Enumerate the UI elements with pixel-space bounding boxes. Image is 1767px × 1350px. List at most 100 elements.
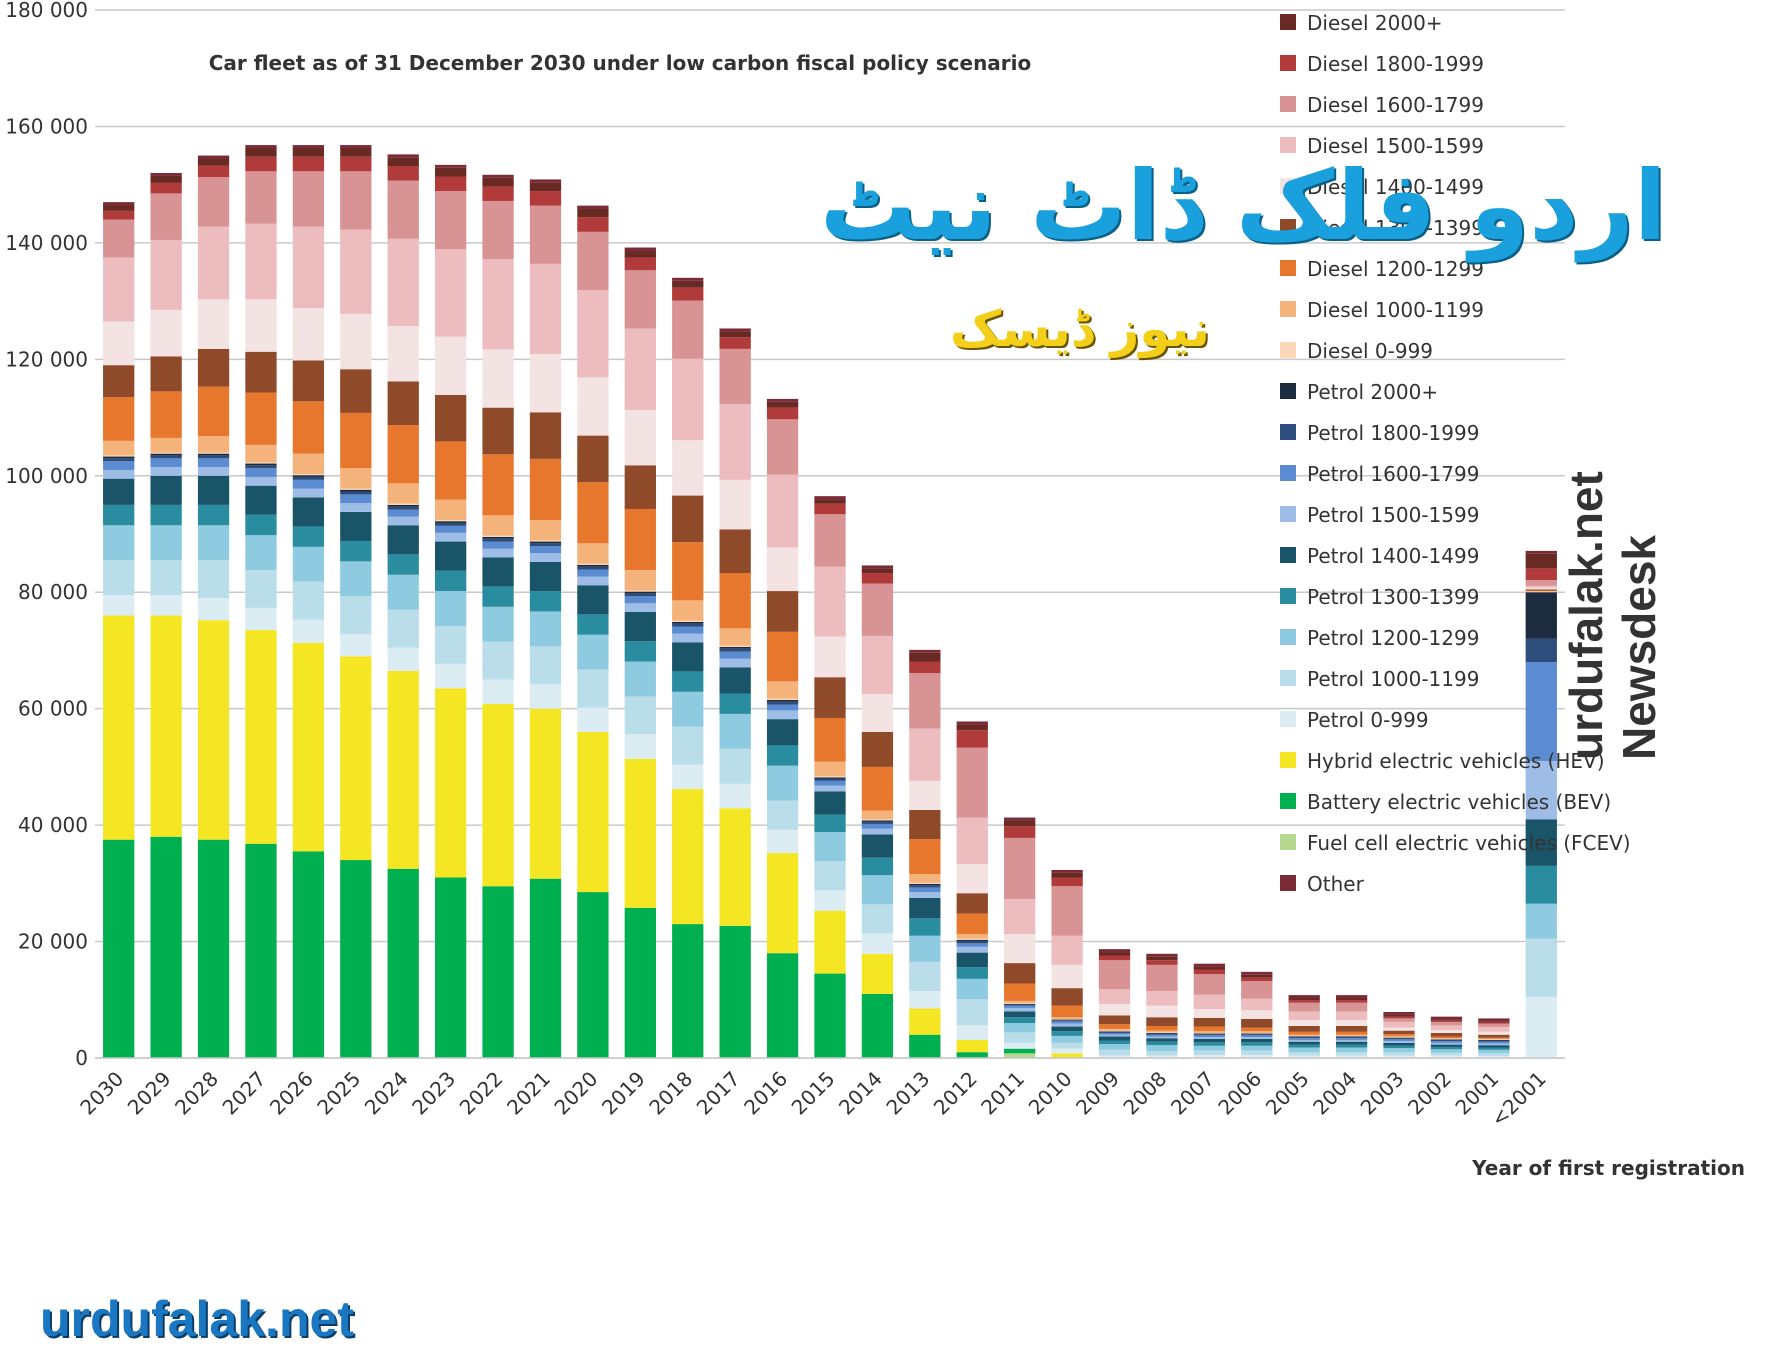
bar-segment <box>766 710 799 720</box>
bar-segment <box>1098 1044 1131 1050</box>
legend-swatch <box>1280 670 1296 686</box>
bar-segment <box>861 823 894 829</box>
bar-segment <box>766 398 799 402</box>
bar-segment <box>434 520 467 522</box>
legend-label: Petrol 1200-1299 <box>1307 626 1479 650</box>
vertical-watermark-site: urdufalak.net <box>1560 471 1612 760</box>
bar-segment <box>197 453 230 456</box>
bar-segment <box>672 358 704 441</box>
bar-segment <box>150 175 182 183</box>
bar-segment <box>909 897 941 919</box>
bar-segment <box>861 820 894 822</box>
legend-label: Petrol 2000+ <box>1307 380 1438 404</box>
bar-segment <box>292 619 325 643</box>
bar-stack <box>1525 550 1557 1058</box>
bar-stack <box>1478 1018 1510 1058</box>
bar-segment <box>1051 1021 1083 1024</box>
bar-segment <box>1098 949 1131 953</box>
legend-item: Diesel 1600-1799 <box>1280 93 1484 117</box>
bar-segment <box>150 239 182 310</box>
bar-segment <box>292 546 325 582</box>
bar-segment <box>1004 933 1036 964</box>
bar-segment <box>814 777 846 779</box>
bar-segment <box>1383 1034 1415 1036</box>
bar-segment <box>1051 877 1083 887</box>
bar-segment <box>1478 1053 1510 1057</box>
legend-item: Diesel 2000+ <box>1280 11 1443 35</box>
legend-item: Petrol 1600-1799 <box>1280 462 1479 486</box>
bar-segment <box>577 217 609 232</box>
bar-segment <box>482 177 514 187</box>
bar-segment <box>529 646 562 685</box>
bar-segment <box>529 591 562 612</box>
bar-segment <box>482 454 514 516</box>
bar-segment <box>956 999 988 1026</box>
bar-segment <box>103 595 135 616</box>
bar-segment <box>292 476 325 480</box>
bar-segment <box>387 574 419 610</box>
bar-segment <box>814 717 846 762</box>
bar-segment <box>861 904 894 934</box>
legend-item: Diesel 1000-1199 <box>1280 298 1484 322</box>
bar-segment <box>577 205 609 209</box>
bar-segment <box>1525 550 1557 554</box>
bar-segment <box>1383 1045 1415 1049</box>
bar-segment <box>529 553 562 562</box>
bar-segment <box>1051 1020 1083 1022</box>
bar-segment <box>150 615 182 837</box>
bar-segment <box>1525 553 1557 569</box>
bar-segment <box>1335 1025 1368 1032</box>
bar-segment <box>861 565 894 569</box>
bar-segment <box>103 456 135 459</box>
bar-segment <box>1288 1034 1320 1036</box>
bar-segment <box>766 591 799 632</box>
bar-segment <box>814 791 846 815</box>
legend-label: Petrol 1000-1199 <box>1307 667 1479 691</box>
x-tick-label: 2013 <box>881 1067 934 1120</box>
bar-stack <box>672 277 704 1058</box>
bar-segment <box>719 658 751 668</box>
x-axis: 2030202920282027202620252024202320222021… <box>75 1057 1565 1131</box>
bar-segment <box>1335 1031 1368 1035</box>
bar-segment <box>197 467 230 476</box>
bar-segment <box>1193 1034 1226 1036</box>
bar-segment <box>150 453 182 456</box>
bar-segment <box>387 238 419 327</box>
legend-swatch <box>1280 383 1296 399</box>
bar-segment <box>1051 1048 1083 1054</box>
bar-segment <box>719 646 751 649</box>
bar-segment <box>672 621 704 624</box>
bar-segment <box>672 620 704 622</box>
bar-segment <box>434 521 467 523</box>
legend-swatch <box>1280 793 1296 809</box>
bar-segment <box>1241 1055 1273 1058</box>
bar-segment <box>340 468 372 489</box>
bar-segment <box>1335 1002 1368 1012</box>
bar-segment <box>245 444 277 463</box>
bar-segment <box>1288 1037 1320 1039</box>
bar-segment <box>1051 1031 1083 1036</box>
bar-segment <box>434 591 467 626</box>
bar-segment <box>1098 989 1131 1004</box>
bar-segment <box>1335 1037 1368 1039</box>
legend-label: Diesel 1800-1999 <box>1307 52 1484 76</box>
legend-label: Battery electric vehicles (BEV) <box>1307 790 1611 814</box>
bar-segment <box>1288 1047 1320 1053</box>
x-tick-label: 2002 <box>1403 1067 1456 1120</box>
bar-segment <box>1051 988 1083 1006</box>
bar-segment <box>150 595 182 616</box>
bar-stack <box>482 174 514 1058</box>
bar-segment <box>529 205 562 264</box>
legend-item: Petrol 0-999 <box>1280 708 1429 732</box>
bar-segment <box>766 419 799 475</box>
bar-segment <box>529 191 562 206</box>
bar-segment <box>956 864 988 894</box>
y-tick-label: 100 000 <box>5 464 88 488</box>
bar-segment <box>150 182 182 194</box>
bar-segment <box>672 642 704 672</box>
bar-segment <box>529 684 562 709</box>
bar-segment <box>1383 1014 1415 1017</box>
legend-item: Petrol 1400-1499 <box>1280 544 1479 568</box>
bar-segment <box>387 381 419 426</box>
bar-segment <box>1335 1038 1368 1040</box>
